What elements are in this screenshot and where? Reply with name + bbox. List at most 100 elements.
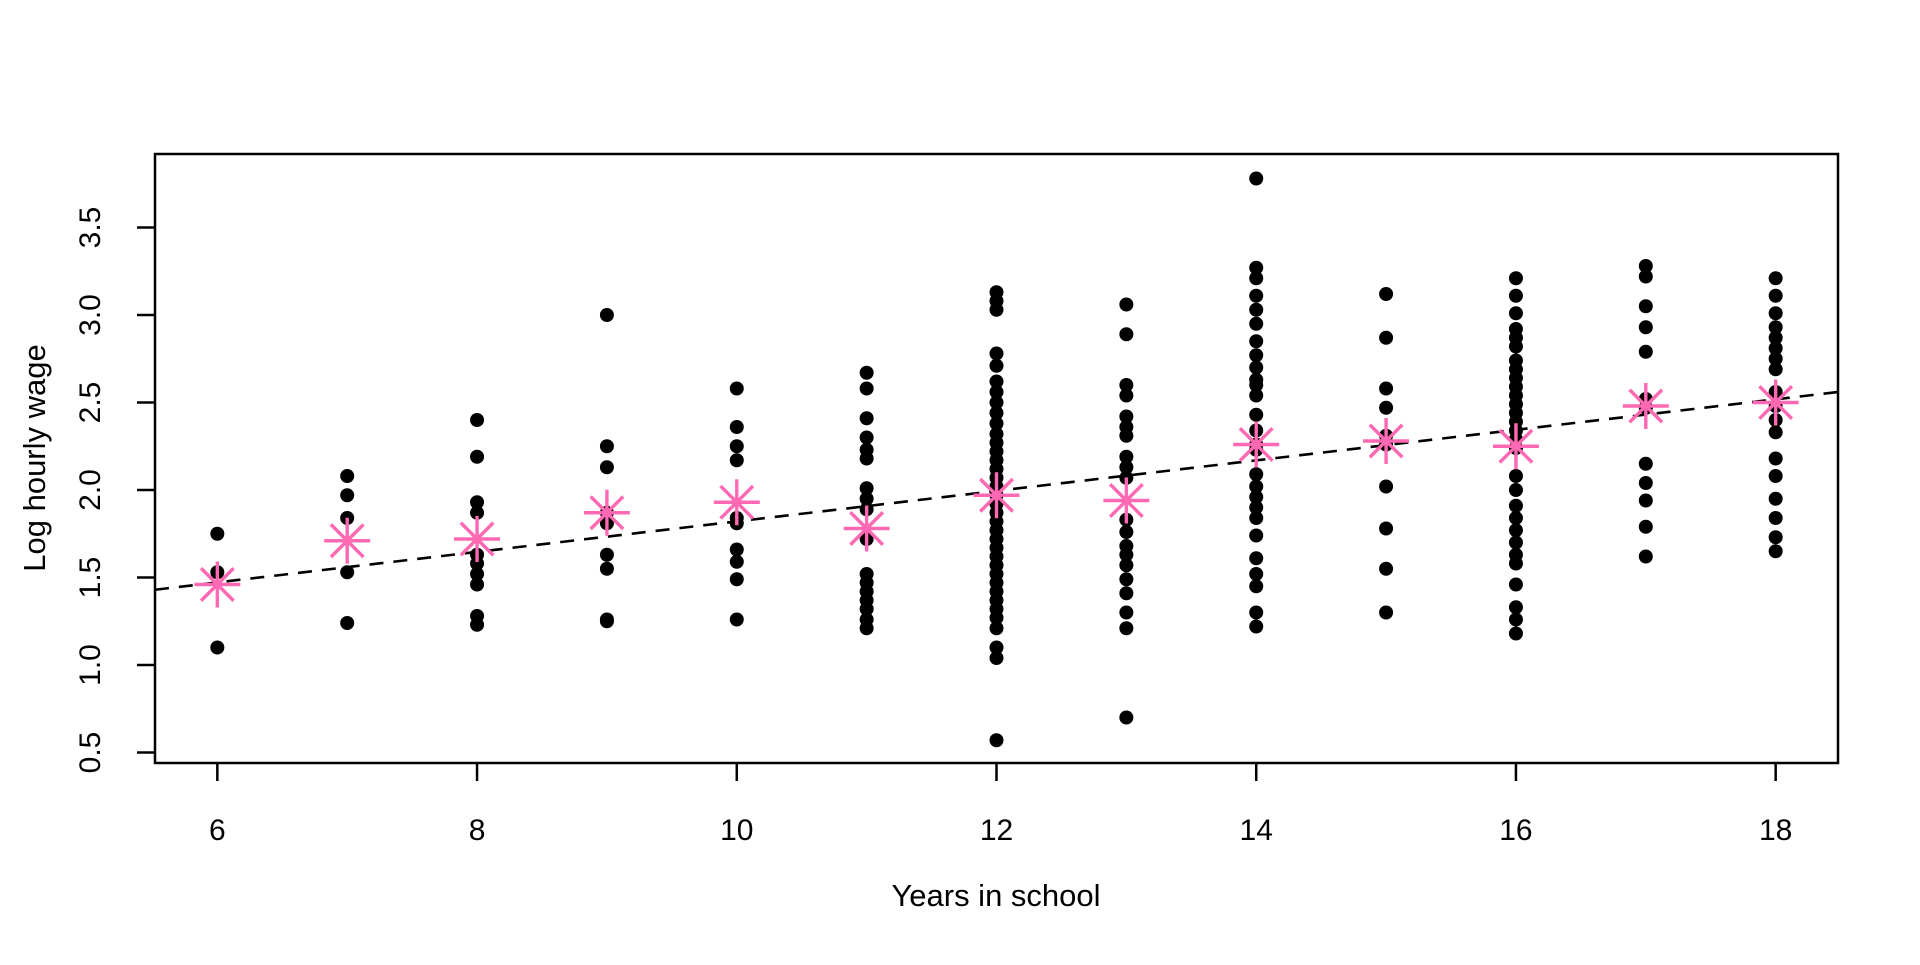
data-point [989, 610, 1004, 625]
data-point [1249, 288, 1264, 303]
data-point [1768, 469, 1783, 483]
data-point [1249, 378, 1264, 392]
data-point [340, 616, 355, 630]
data-point [1508, 612, 1523, 627]
x-tick-label: 18 [1759, 814, 1792, 847]
data-point [1379, 521, 1394, 536]
data-point [470, 449, 485, 464]
data-point [1379, 287, 1394, 301]
data-point [729, 542, 744, 557]
data-point [729, 381, 744, 396]
data-point [1379, 605, 1394, 620]
data-point [599, 308, 614, 322]
data-point [989, 358, 1004, 373]
y-tick-label: 2.0 [74, 469, 107, 511]
data-point [859, 602, 874, 616]
x-tick-label: 6 [209, 814, 226, 847]
data-point [1119, 572, 1134, 587]
mean-marker [713, 479, 760, 526]
data-point [1638, 269, 1653, 284]
y-axis-title: Log hourly wage [17, 344, 52, 572]
data-point [1119, 547, 1134, 562]
data-point [1638, 344, 1653, 359]
mean-marker [843, 505, 890, 552]
data-point [1119, 428, 1134, 443]
data-point [989, 346, 1004, 361]
data-point [1249, 579, 1264, 594]
data-point [1249, 619, 1264, 634]
data-point [1768, 511, 1783, 525]
data-point [1508, 556, 1523, 571]
data-point [989, 621, 1004, 636]
data-point [1638, 519, 1653, 534]
data-point [989, 651, 1004, 665]
data-point [1249, 271, 1264, 286]
data-point [1249, 511, 1264, 525]
data-point [1119, 449, 1134, 464]
data-point [1119, 525, 1134, 539]
data-point [859, 365, 874, 380]
data-point [1119, 710, 1134, 725]
data-point [1768, 271, 1783, 286]
data-point [210, 640, 225, 655]
data-point [470, 413, 485, 427]
data-point [1119, 605, 1134, 620]
data-point [1379, 381, 1394, 396]
data-point [1249, 567, 1264, 581]
y-tick-label: 1.0 [74, 644, 107, 686]
data-point [1508, 523, 1523, 538]
data-point [1119, 460, 1134, 475]
data-point [1119, 621, 1134, 636]
mean-marker [583, 489, 630, 536]
data-point [1119, 297, 1134, 312]
mean-marker [1103, 477, 1150, 524]
data-point [1249, 360, 1264, 375]
data-point [340, 565, 355, 580]
data-point [1638, 320, 1653, 335]
data-point [1768, 320, 1783, 335]
mean-marker [1363, 418, 1410, 464]
data-point [1508, 600, 1523, 615]
data-point [470, 495, 485, 510]
data-point [470, 556, 485, 571]
data-point [1768, 451, 1783, 466]
data-point [1768, 362, 1783, 377]
data-point [1119, 378, 1134, 392]
data-point [1249, 479, 1264, 494]
data-point [1638, 456, 1653, 471]
mean-marker [194, 561, 241, 608]
data-point [1119, 586, 1134, 601]
data-point [1638, 493, 1653, 508]
data-point [1508, 511, 1523, 525]
data-point [989, 640, 1004, 655]
data-point [859, 430, 874, 445]
x-axis-title: Years in school [891, 878, 1100, 913]
y-tick-label: 3.5 [74, 207, 107, 249]
data-point [1249, 407, 1264, 422]
data-point [599, 561, 614, 576]
data-point [1249, 348, 1264, 363]
data-point [859, 411, 874, 426]
x-tick-label: 10 [720, 814, 753, 847]
data-point [1638, 299, 1653, 314]
data-point [989, 395, 1004, 410]
data-point [599, 460, 614, 475]
data-point [729, 439, 744, 454]
data-point [1508, 271, 1523, 286]
data-point [470, 567, 485, 581]
data-point [1638, 476, 1653, 490]
data-point [729, 453, 744, 468]
data-point [1768, 491, 1783, 506]
data-point [599, 439, 614, 454]
data-point [1249, 388, 1264, 403]
y-tick-label: 3.0 [74, 294, 107, 336]
data-point [1508, 498, 1523, 513]
data-point [1379, 479, 1394, 494]
chart-content: 6 8 10 12 14 16 18 0.5 1.0 1.5 2.0 2.5 3.0 3.5 [74, 171, 1839, 847]
data-point [1508, 535, 1523, 550]
mean-marker [973, 472, 1020, 519]
data-point [989, 302, 1004, 317]
data-point [989, 416, 1004, 431]
data-point [859, 621, 874, 636]
